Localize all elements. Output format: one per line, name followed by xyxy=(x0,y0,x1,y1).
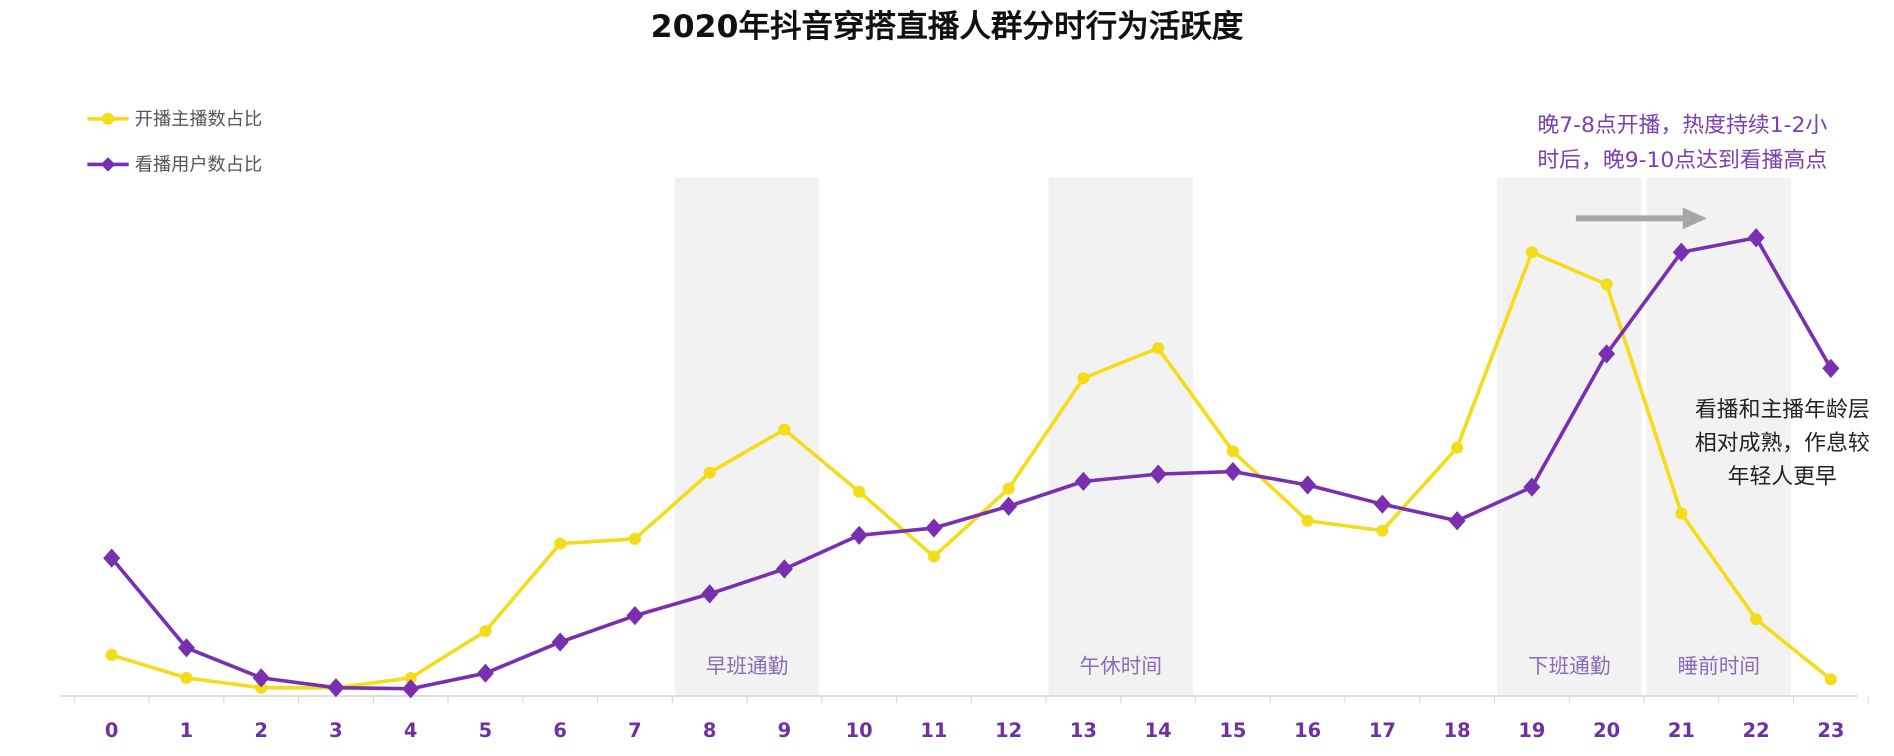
data-point xyxy=(1149,464,1167,484)
x-tick-label: 19 xyxy=(1518,719,1545,742)
data-point xyxy=(180,671,193,684)
data-point xyxy=(551,632,569,652)
data-point xyxy=(1600,278,1613,291)
x-tick-label: 17 xyxy=(1369,719,1396,742)
legend-item: 看播用户数占比 xyxy=(87,154,262,175)
x-tick-label: 22 xyxy=(1743,719,1770,742)
series-line xyxy=(111,250,1833,690)
data-point xyxy=(703,466,716,479)
annotation-age-text: 看播和主播年龄层 xyxy=(1695,398,1870,423)
band-label: 午休时间 xyxy=(1079,654,1162,678)
data-point xyxy=(1598,344,1616,364)
x-tick-label: 23 xyxy=(1817,719,1844,742)
data-point xyxy=(1824,673,1837,686)
band-2 xyxy=(1496,177,1642,697)
data-point xyxy=(327,678,345,698)
data-point xyxy=(628,532,641,545)
data-point xyxy=(177,638,195,658)
x-tick-label: 7 xyxy=(628,719,642,742)
data-point xyxy=(1002,482,1015,495)
band-0 xyxy=(674,177,820,697)
data-point xyxy=(1448,511,1466,531)
legend-diamond-marker-icon xyxy=(100,157,116,172)
data-point xyxy=(1301,514,1314,527)
data-point xyxy=(853,485,866,498)
data-point xyxy=(476,663,494,683)
arrow-icon xyxy=(1575,207,1708,230)
x-tick-label: 15 xyxy=(1219,719,1246,742)
legend-label: 看播用户数占比 xyxy=(135,154,262,175)
band-1 xyxy=(1048,177,1194,697)
data-point xyxy=(1675,507,1688,520)
data-point xyxy=(1523,477,1541,497)
band-label: 早班通勤 xyxy=(706,654,789,678)
legend-circle-marker-icon xyxy=(101,112,115,125)
data-point xyxy=(1525,246,1538,259)
x-tick-label: 14 xyxy=(1145,719,1172,742)
annotation-peak-text: 时后，晚9-10点达到看播高点 xyxy=(1537,148,1827,173)
data-point xyxy=(925,518,943,538)
x-tick-label: 0 xyxy=(105,719,119,742)
data-point xyxy=(850,525,868,545)
data-point xyxy=(1373,494,1391,514)
x-tick-label: 4 xyxy=(404,719,418,742)
x-tick-label: 12 xyxy=(995,719,1022,742)
x-tick-label: 2 xyxy=(254,719,268,742)
data-point xyxy=(479,625,492,638)
data-point xyxy=(404,671,417,684)
data-point xyxy=(252,668,270,688)
data-point xyxy=(402,679,420,699)
x-tick-label: 3 xyxy=(329,719,343,742)
data-point xyxy=(554,537,567,550)
x-tick-label: 1 xyxy=(180,719,194,742)
data-point xyxy=(1299,475,1317,495)
data-point xyxy=(1451,441,1464,454)
legend-item: 开播主播数占比 xyxy=(87,109,262,130)
x-tick-label: 13 xyxy=(1070,719,1097,742)
data-point xyxy=(1822,358,1840,378)
data-point xyxy=(1224,461,1242,482)
chart-title: 2020年抖音穿搭直播人群分时行为活跃度 xyxy=(651,8,1244,45)
data-point xyxy=(1672,242,1690,262)
x-tick-label: 5 xyxy=(479,719,493,742)
data-point xyxy=(1747,228,1765,248)
data-point xyxy=(927,550,940,563)
x-tick-label: 18 xyxy=(1444,719,1471,742)
data-point xyxy=(1077,372,1090,385)
x-tick-label: 10 xyxy=(846,719,873,742)
annotation-age-text: 年轻人更早 xyxy=(1728,465,1837,490)
annotation-peak-text: 晚7-8点开播，热度持续1-2小 xyxy=(1537,113,1827,138)
annotation-age-text: 相对成熟，作息较 xyxy=(1695,431,1870,456)
series-line xyxy=(110,235,1833,691)
data-point xyxy=(626,606,644,626)
legend-label: 开播主播数占比 xyxy=(135,109,262,130)
data-point xyxy=(1750,613,1763,626)
band-label: 睡前时间 xyxy=(1677,654,1760,678)
x-tick-label: 20 xyxy=(1593,719,1620,742)
data-point xyxy=(255,681,268,694)
x-tick-label: 11 xyxy=(920,719,947,742)
data-point xyxy=(105,649,118,662)
x-tick-label: 21 xyxy=(1668,719,1695,742)
data-point xyxy=(1376,524,1389,537)
data-point xyxy=(1152,342,1165,355)
band-label: 下班通勤 xyxy=(1528,654,1611,678)
x-tick-label: 9 xyxy=(778,719,792,742)
data-point xyxy=(775,559,793,579)
x-tick-label: 6 xyxy=(553,719,567,742)
data-point xyxy=(778,423,791,436)
data-point xyxy=(1000,496,1018,516)
x-tick-label: 16 xyxy=(1294,719,1321,742)
x-tick-label: 8 xyxy=(703,719,717,742)
data-point xyxy=(1226,445,1239,458)
